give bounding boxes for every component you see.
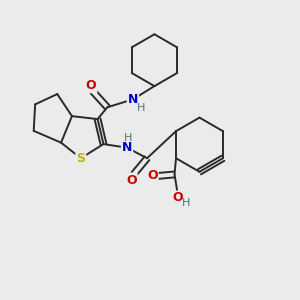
- Text: N: N: [122, 141, 132, 154]
- Text: O: O: [86, 79, 96, 92]
- Text: O: O: [147, 169, 158, 182]
- Text: N: N: [128, 93, 138, 106]
- Text: O: O: [172, 191, 183, 205]
- Text: S: S: [76, 152, 85, 165]
- Text: O: O: [126, 173, 137, 187]
- Text: H: H: [182, 198, 190, 208]
- Text: H: H: [137, 103, 146, 112]
- Text: H: H: [123, 133, 132, 143]
